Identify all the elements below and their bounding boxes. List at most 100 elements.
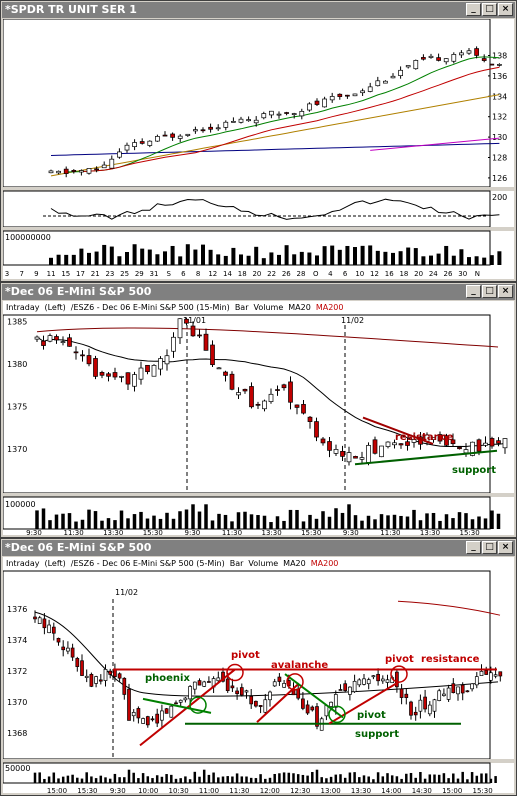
window-title: *SPDR TR UNIT SER 1 [5, 3, 137, 16]
candle-body [352, 93, 358, 97]
x-tick-label: 30 [458, 270, 467, 278]
x-tick-label: N [475, 270, 480, 278]
resistance-line [362, 416, 434, 445]
x-tick-label: 28 [297, 270, 306, 278]
volume-bar [315, 769, 319, 783]
candle-body [432, 699, 437, 712]
chart-area[interactable]: Intraday (Left) /ESZ6 - Dec 06 E-Mini S&P … [3, 301, 516, 537]
chart-area[interactable]: Intraday (Left) /ESZ6 - Dec 06 E-Mini S&P … [3, 557, 516, 795]
volume-bar [381, 776, 385, 783]
minimize-button[interactable]: _ [466, 285, 481, 298]
header-item: Volume [248, 559, 279, 568]
volume-bar [80, 519, 85, 529]
candle-body [272, 681, 277, 687]
candle-body [155, 713, 160, 724]
candle-body [67, 337, 72, 347]
avalanche-line [284, 673, 344, 719]
chart-area[interactable]: Daily(Left)SPY - SPDR TR UNIT SER 1BarVo… [3, 19, 516, 279]
candle-body [496, 440, 501, 444]
candle-body [190, 325, 196, 337]
volume-bar [447, 778, 450, 783]
volume-bar [431, 512, 436, 529]
candle-body [210, 344, 215, 366]
volume-bar [113, 773, 117, 783]
volume-bar [249, 777, 253, 783]
candle-body [450, 439, 456, 445]
volume-bar [296, 774, 300, 783]
candle-body [451, 54, 457, 62]
candle-body [314, 100, 320, 105]
candle-body [132, 374, 137, 387]
minimize-button[interactable]: _ [466, 541, 481, 554]
volume-bar [43, 778, 46, 783]
candle-body [301, 698, 305, 709]
candle-body [291, 113, 297, 115]
candle-body [37, 617, 42, 624]
volume-bar [217, 513, 221, 529]
candle-body [56, 170, 61, 174]
pivot-circle [328, 705, 346, 724]
maximize-button[interactable]: □ [482, 3, 497, 16]
title-bar[interactable]: *Dec 06 E-Mini S&P 500 _ □ × [2, 284, 515, 300]
candle-body [127, 688, 131, 721]
title-bar[interactable]: *Dec 06 E-Mini S&P 500 _ □ × [2, 540, 515, 556]
candle-body [398, 69, 403, 77]
candle-body [255, 403, 261, 406]
candle-body [253, 119, 259, 124]
close-button[interactable]: × [498, 3, 513, 16]
ma50-line [50, 94, 500, 177]
maximize-button[interactable]: □ [482, 285, 497, 298]
volume-bar [245, 776, 248, 783]
candle-body [376, 673, 380, 682]
volume-bar [436, 253, 441, 265]
volume-bar [212, 772, 215, 783]
candle-body [93, 358, 98, 377]
candle-body [215, 127, 221, 130]
x-tick-label: 20 [414, 270, 423, 278]
minimize-button[interactable]: _ [466, 3, 481, 16]
candle-body [235, 690, 239, 695]
volume-bar [132, 514, 137, 529]
es15-chart-svg: 1385 1380 1375 1370 11/01 11/02 resistance supp… [3, 314, 516, 537]
phoenix-annotation: phoenix [145, 673, 190, 684]
candle-body [202, 681, 207, 687]
volume-bar [158, 518, 163, 529]
candle-body [360, 90, 365, 94]
x-tick-label: 24 [429, 270, 438, 278]
close-button[interactable]: × [498, 285, 513, 298]
candle-body [242, 388, 248, 392]
volume-bar [451, 255, 456, 265]
volume-bar [87, 252, 91, 265]
volume-bar [71, 774, 74, 783]
volume-bar [373, 519, 377, 529]
candle-body [80, 354, 85, 357]
volume-axis-label: 50000 [5, 764, 30, 773]
maximize-button[interactable]: □ [482, 541, 497, 554]
volume-bar [480, 773, 483, 783]
volume-bar [240, 776, 244, 783]
x-tick-label: 7 [19, 270, 23, 278]
x-tick-label: 8 [196, 270, 200, 278]
volume-bar [170, 774, 173, 783]
candle-body [383, 80, 388, 84]
volume-bar [292, 254, 297, 265]
close-button[interactable]: × [498, 541, 513, 554]
candle-body [340, 451, 345, 457]
candle-body [246, 119, 251, 122]
volume-bar [66, 775, 70, 783]
candle-body [132, 142, 137, 147]
x-tick-label: 11:30 [64, 529, 84, 537]
candle-body [70, 647, 75, 658]
candle-body [329, 96, 335, 101]
volume-bar [256, 515, 260, 529]
y-tick-label: 132 [492, 113, 507, 122]
volume-bar [306, 775, 309, 783]
volume-bar [100, 520, 104, 529]
candle-body [307, 103, 312, 111]
volume-bar [262, 515, 267, 529]
title-bar[interactable]: *SPDR TR UNIT SER 1 _ □ × [2, 2, 515, 18]
y-tick-label: 1380 [7, 360, 27, 369]
x-tick-label: 14:00 [381, 787, 401, 795]
volume-bar [61, 513, 65, 529]
volume-bar [163, 251, 167, 265]
